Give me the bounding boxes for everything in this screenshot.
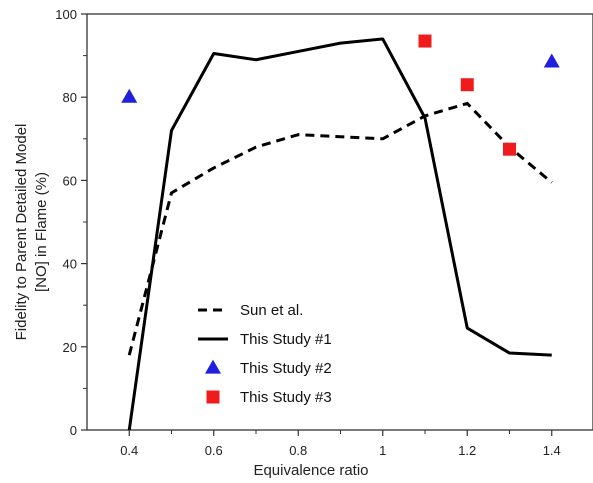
series-3 [121, 53, 560, 103]
legend-item: This Study #1 [198, 331, 332, 348]
y-tick-label: 100 [55, 7, 77, 22]
y-axis-title-line-2: [NO] in Flame (%) [33, 172, 50, 292]
x-tick-label: 0.8 [289, 443, 307, 458]
data-point [121, 88, 138, 103]
legend: Sun et al. This Study #1 This Study #2 This… [198, 302, 332, 406]
series-1 [127, 101, 553, 356]
y-tick-label: 60 [63, 173, 77, 188]
x-tick-label: 1 [379, 443, 386, 458]
x-axis-title: Equivalence ratio [253, 462, 368, 479]
y-tick-label: 40 [63, 257, 77, 272]
legend-swatch [206, 390, 220, 404]
x-axis: 0.4 0.6 0.8 1 1.2 1.4 [120, 430, 561, 458]
legend-item: This Study #2 [205, 359, 332, 377]
y-axis-title-line-1: Fidelity to Parent Detailed Model [13, 124, 30, 341]
x-tick-label: 0.4 [120, 443, 138, 458]
data-point [503, 142, 516, 156]
legend-label: This Study #1 [240, 331, 332, 348]
y-tick-label: 20 [63, 340, 77, 355]
series-4 [418, 34, 516, 156]
y-tick-label: 80 [63, 90, 77, 105]
series-line [127, 101, 553, 356]
legend-item: This Study #3 [206, 389, 332, 406]
legend-label: This Study #3 [240, 389, 332, 406]
y-tick-label: 0 [70, 423, 77, 438]
x-tick-label: 1.2 [458, 443, 476, 458]
y-axis: 0 20 40 60 80 100 [55, 7, 87, 438]
x-tick-label: 1.4 [543, 443, 561, 458]
series-2 [127, 37, 552, 431]
legend-item: Sun et al. [198, 302, 303, 319]
legend-swatch [205, 359, 221, 374]
x-tick-label: 0.6 [205, 443, 223, 458]
series-line [127, 37, 552, 431]
legend-label: This Study #2 [240, 360, 332, 377]
data-point [418, 34, 432, 48]
legend-label: Sun et al. [240, 302, 303, 319]
data-point [543, 53, 560, 68]
y-axis-title: Fidelity to Parent Detailed Model [NO] i… [13, 124, 50, 341]
data-point [460, 78, 474, 92]
series-layer [121, 34, 560, 431]
